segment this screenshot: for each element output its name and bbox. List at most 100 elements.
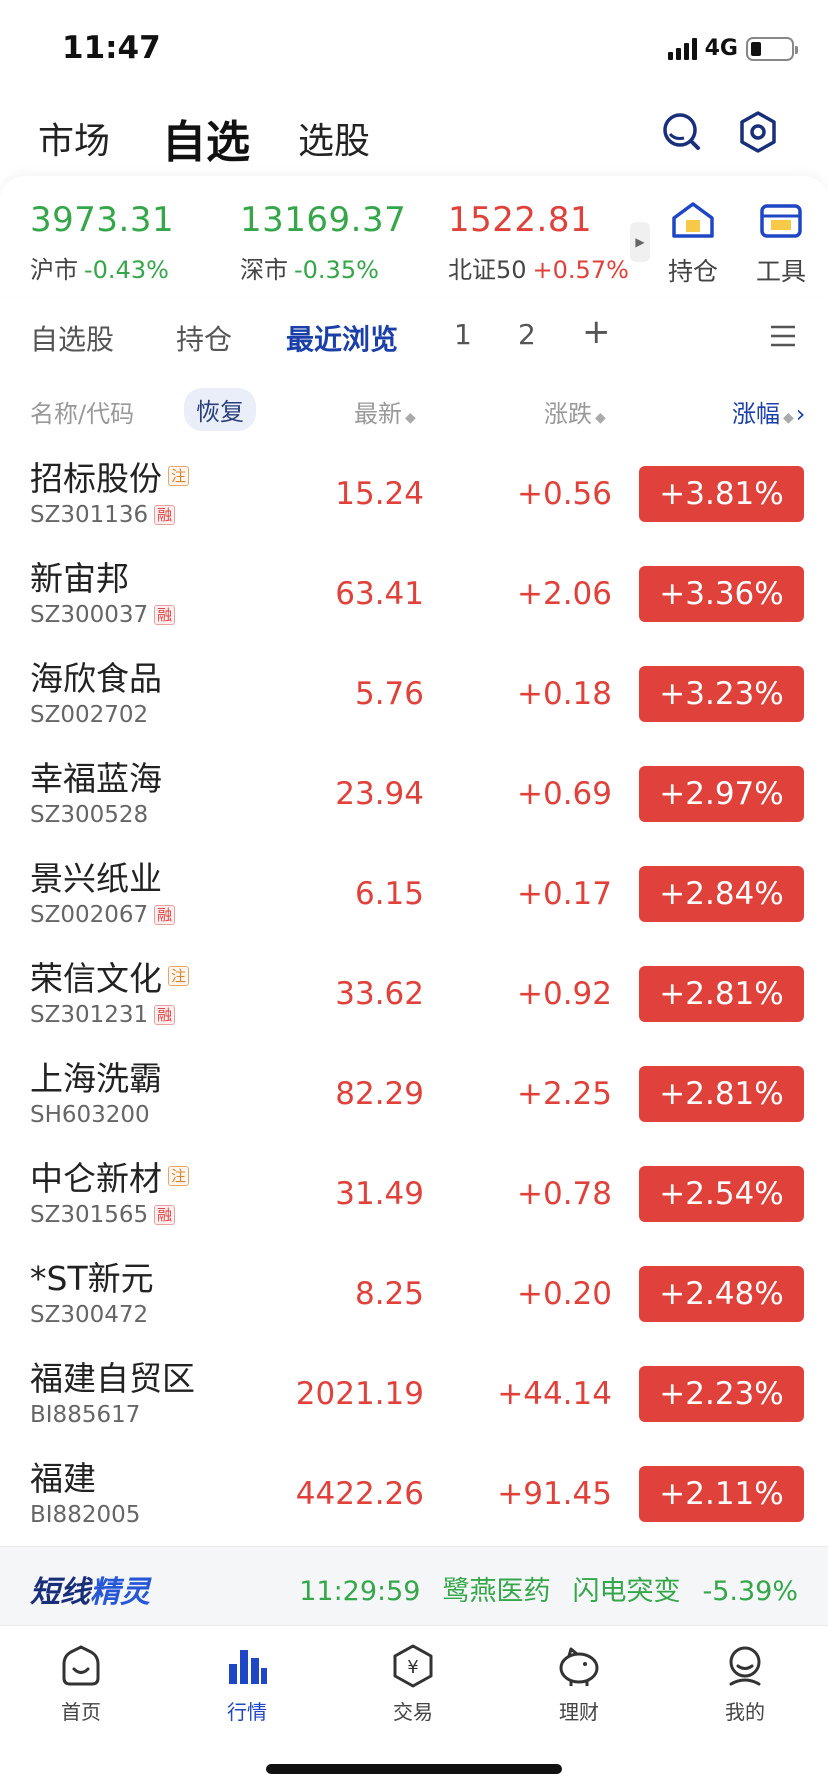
stock-change: +2.06 (517, 576, 612, 612)
stock-pct-badge[interactable]: +2.11% (639, 1466, 804, 1522)
stock-pct-badge[interactable]: +3.81% (639, 466, 804, 522)
col-latest-sort[interactable]: 最新 ◆ (354, 394, 416, 429)
index-value: 1522.81 (448, 200, 593, 240)
stock-code: SZ301136 融 (30, 502, 176, 528)
stock-change: +0.69 (517, 776, 612, 812)
stock-row[interactable]: 幸福蓝海 SZ300528 23.94 +0.69 +2.97% (0, 746, 828, 846)
stock-price: 23.94 (335, 776, 424, 812)
stock-row[interactable]: 福建 BI882005 4422.26 +91.45 +2.11% (0, 1446, 828, 1546)
stock-name-text: 新宙邦 (30, 559, 129, 598)
stock-code-text: SZ002067 (30, 902, 149, 928)
add-group-button[interactable]: + (582, 312, 611, 352)
status-time: 11:47 (62, 30, 161, 66)
stock-pct-badge[interactable]: +2.81% (639, 966, 804, 1022)
stock-code: BI885617 (30, 1402, 140, 1428)
ticker-time: 11:29:59 (299, 1576, 421, 1607)
search-icon[interactable] (660, 110, 704, 154)
stock-row[interactable]: 中仑新材注 SZ301565 融 31.49 +0.78 +2.54% (0, 1146, 828, 1246)
stock-row[interactable]: 新宙邦 SZ300037 融 63.41 +2.06 +3.36% (0, 546, 828, 646)
subtab-group-2[interactable]: 2 (518, 318, 536, 351)
tools-shortcut[interactable]: 工具 (746, 200, 816, 288)
stock-name: 中仑新材注 (30, 1152, 190, 1200)
stock-code-text: SZ300472 (30, 1302, 149, 1328)
stock-name-text: 中仑新材 (30, 1159, 162, 1198)
ticker-message: 11:29:59 鹭燕医药 闪电突变 -5.39% (277, 1569, 798, 1608)
subtab-watchlist[interactable]: 自选股 (30, 323, 115, 356)
nav-label: 首页 (61, 1700, 101, 1724)
stock-name: 招标股份注 (30, 452, 190, 500)
stock-pct-badge[interactable]: +2.54% (639, 1166, 804, 1222)
stock-name: *ST新元 (30, 1252, 154, 1300)
stock-pct-badge[interactable]: +2.81% (639, 1066, 804, 1122)
index-name: 沪市 (30, 256, 78, 284)
stock-pct-badge[interactable]: +2.84% (639, 866, 804, 922)
stock-name-text: 荣信文化 (30, 959, 162, 998)
stock-pct-badge[interactable]: +3.23% (639, 666, 804, 722)
stock-row[interactable]: *ST新元 SZ300472 8.25 +0.20 +2.48% (0, 1246, 828, 1346)
stock-name-text: 招标股份 (30, 459, 162, 498)
status-bar: 11:47 4G (0, 0, 828, 100)
stock-pct-badge[interactable]: +2.97% (639, 766, 804, 822)
subtab-holdings[interactable]: 持仓 (176, 323, 233, 356)
nav-market[interactable]: 行情 (192, 1644, 302, 1725)
stock-row[interactable]: 景兴纸业 SZ002067 融 6.15 +0.17 +2.84% (0, 846, 828, 946)
stock-pct-badge[interactable]: +2.23% (639, 1366, 804, 1422)
stock-code-text: BI882005 (30, 1502, 141, 1528)
restore-button[interactable]: 恢复 (184, 388, 256, 431)
nav-profile[interactable]: 我的 (690, 1644, 800, 1725)
index-sz[interactable]: 13169.37 深市 -0.35% (240, 200, 406, 285)
stock-name: 新宙邦 (30, 552, 129, 600)
index-change: -0.35% (294, 256, 379, 284)
nav-wealth[interactable]: 理财 (524, 1644, 634, 1725)
stock-change: +44.14 (497, 1376, 612, 1412)
stock-row[interactable]: 海欣食品 SZ002702 5.76 +0.18 +3.23% (0, 646, 828, 746)
stock-row[interactable]: 招标股份注 SZ301136 融 15.24 +0.56 +3.81% (0, 446, 828, 546)
scroll-right-icon[interactable]: ▶ (630, 222, 650, 262)
stock-price: 82.29 (335, 1076, 424, 1112)
tab-watchlist[interactable]: 自选 (162, 117, 250, 168)
stock-code-text: SH603200 (30, 1102, 150, 1128)
nav-trade[interactable]: ¥ 交易 (358, 1644, 468, 1725)
column-header: 名称/代码 恢复 最新 ◆ 涨跌 ◆ 涨幅 ◆› (0, 386, 828, 436)
sort-icon: ◆ (595, 410, 606, 426)
stock-row[interactable]: 荣信文化注 SZ301231 融 33.62 +0.92 +2.81% (0, 946, 828, 1046)
col-change-sort[interactable]: 涨跌 ◆ (544, 394, 606, 429)
stock-code: BI882005 (30, 1502, 140, 1528)
nav-home[interactable]: 首页 (26, 1644, 136, 1725)
col-pct-sort[interactable]: 涨幅 ◆› (732, 394, 805, 429)
tab-stock-picker[interactable]: 选股 (298, 121, 371, 162)
stock-code: SZ300037 融 (30, 602, 176, 628)
index-name: 深市 (240, 256, 288, 284)
stock-code: SZ002067 融 (30, 902, 176, 928)
network-label: 4G (704, 36, 738, 61)
house-icon (672, 202, 714, 238)
subtab-group-1[interactable]: 1 (454, 318, 472, 351)
stock-change: +91.45 (497, 1476, 612, 1512)
index-bj50[interactable]: 1522.81 北证50 +0.57% (448, 200, 629, 285)
stock-pct-badge[interactable]: +3.36% (639, 566, 804, 622)
stock-name-text: 景兴纸业 (30, 859, 162, 898)
stock-price: 31.49 (335, 1176, 424, 1212)
stock-code: SZ300472 (30, 1302, 148, 1328)
sort-icon: ◆ (783, 410, 794, 426)
nav-label: 交易 (393, 1700, 433, 1724)
stock-price: 63.41 (335, 576, 424, 612)
menu-icon[interactable] (770, 324, 796, 348)
stock-pct-badge[interactable]: +2.48% (639, 1266, 804, 1322)
col-name: 名称/代码 (30, 400, 135, 428)
status-indicators: 4G (667, 36, 798, 61)
index-change: +0.57% (532, 256, 629, 284)
stock-row[interactable]: 福建自贸区 BI885617 2021.19 +44.14 +2.23% (0, 1346, 828, 1446)
settings-icon[interactable] (736, 110, 780, 154)
bar-chart-icon (229, 1650, 267, 1684)
stock-price: 15.24 (335, 476, 424, 512)
ticker-event: 闪电突变 (572, 1576, 681, 1607)
tab-market[interactable]: 市场 (38, 121, 111, 162)
stock-name: 海欣食品 (30, 652, 162, 700)
subtab-recent[interactable]: 最近浏览 (286, 323, 399, 356)
stock-row[interactable]: 上海洗霸 SH603200 82.29 +2.25 +2.81% (0, 1046, 828, 1146)
short-term-ticker[interactable]: 短线精灵 11:29:59 鹭燕医药 闪电突变 -5.39% (0, 1546, 828, 1626)
holdings-shortcut[interactable]: 持仓 (658, 200, 728, 288)
nav-label: 理财 (559, 1700, 599, 1724)
index-sh[interactable]: 3973.31 沪市 -0.43% (30, 200, 174, 285)
